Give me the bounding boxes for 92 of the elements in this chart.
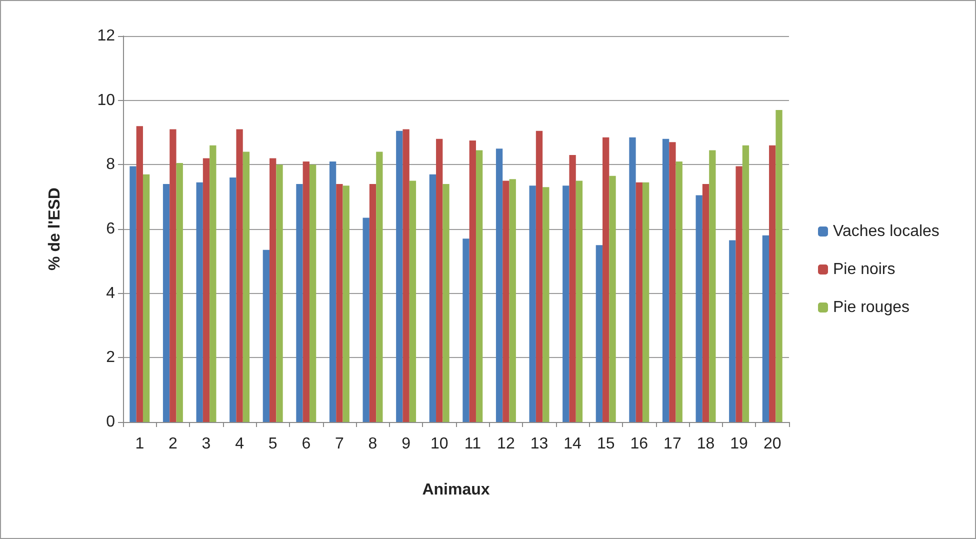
legend-label: Pie rouges (833, 299, 910, 316)
x-tick-label: 11 (464, 436, 482, 452)
x-tick-label: 12 (497, 436, 515, 452)
bar (729, 240, 736, 422)
bar (542, 187, 550, 422)
bar (162, 184, 170, 422)
bar (202, 158, 210, 422)
x-tick-label: 3 (202, 436, 211, 452)
y-tick-label: 8 (106, 156, 116, 174)
bar (496, 148, 503, 422)
bar (536, 130, 543, 422)
y-tick-label: 2 (106, 349, 116, 366)
bar (596, 245, 603, 422)
bar (662, 138, 670, 422)
bar (236, 129, 243, 422)
bar (302, 161, 310, 422)
x-tick-label: 19 (730, 436, 748, 452)
bar (476, 150, 483, 422)
y-tick-label: 4 (106, 284, 116, 302)
legend-label: Pie noirs (833, 261, 896, 278)
x-tick-label: 20 (763, 436, 782, 452)
bar (636, 182, 642, 422)
bar (462, 238, 470, 422)
x-tick-label: 17 (664, 436, 682, 452)
x-tick-label: 1 (135, 436, 144, 452)
x-tick-label: 6 (302, 436, 311, 452)
bar (170, 129, 176, 422)
x-tick-label: 10 (430, 436, 448, 452)
x-tick-label: 5 (268, 436, 278, 452)
y-tick-label: 6 (106, 220, 116, 238)
bar (130, 166, 136, 422)
bar (362, 218, 370, 422)
bar (702, 184, 710, 422)
bar (562, 186, 570, 422)
bar (396, 130, 403, 422)
bar (136, 126, 143, 422)
bar (529, 186, 536, 422)
bar (369, 184, 376, 422)
bar (762, 235, 770, 422)
bar (210, 145, 216, 422)
bar (376, 152, 383, 422)
x-tick-label: 14 (564, 436, 582, 452)
bar (569, 155, 576, 422)
x-tick-label: 13 (530, 436, 548, 452)
bar (609, 176, 616, 422)
bar (709, 150, 716, 422)
bar (769, 145, 776, 422)
bar (676, 161, 682, 422)
bar (142, 174, 150, 422)
x-tick-label: 9 (402, 436, 411, 452)
bar (296, 184, 303, 422)
x-tick-label: 16 (630, 436, 648, 452)
bar (742, 145, 750, 422)
bar (469, 140, 476, 422)
bar (576, 180, 583, 422)
x-tick-label: 15 (596, 436, 615, 452)
x-tick-label: 18 (696, 436, 715, 452)
bar (509, 179, 516, 422)
bar (309, 164, 316, 422)
y-tick-label: 0 (106, 414, 116, 430)
bar (342, 186, 350, 422)
bar (336, 184, 343, 422)
bar (196, 182, 203, 422)
x-tick-label: 8 (368, 436, 378, 452)
y-tick-label: 12 (97, 28, 116, 44)
bar (276, 164, 283, 422)
bar (629, 137, 636, 422)
bar (776, 110, 782, 422)
bar (242, 152, 250, 422)
y-axis-title: % de l'ESD (46, 188, 64, 270)
bar (230, 178, 236, 422)
bar (409, 180, 416, 422)
x-axis-title: Animaux (422, 482, 490, 498)
bar (502, 180, 510, 422)
bar (736, 166, 742, 422)
bar (602, 137, 610, 422)
x-tick-label: 2 (168, 436, 178, 452)
bar (402, 129, 410, 422)
bar (429, 174, 436, 422)
bar (669, 142, 676, 422)
x-tick-label: 4 (235, 436, 244, 452)
y-tick-label: 10 (97, 92, 116, 109)
bar (436, 138, 443, 422)
legend-label: Vaches locales (833, 223, 940, 240)
bar (329, 161, 336, 422)
x-tick-label: 7 (334, 436, 344, 452)
bar (442, 184, 450, 422)
bar (696, 195, 702, 422)
bar (176, 163, 183, 422)
bar (262, 250, 270, 422)
bar (270, 158, 276, 422)
bar (642, 182, 650, 422)
